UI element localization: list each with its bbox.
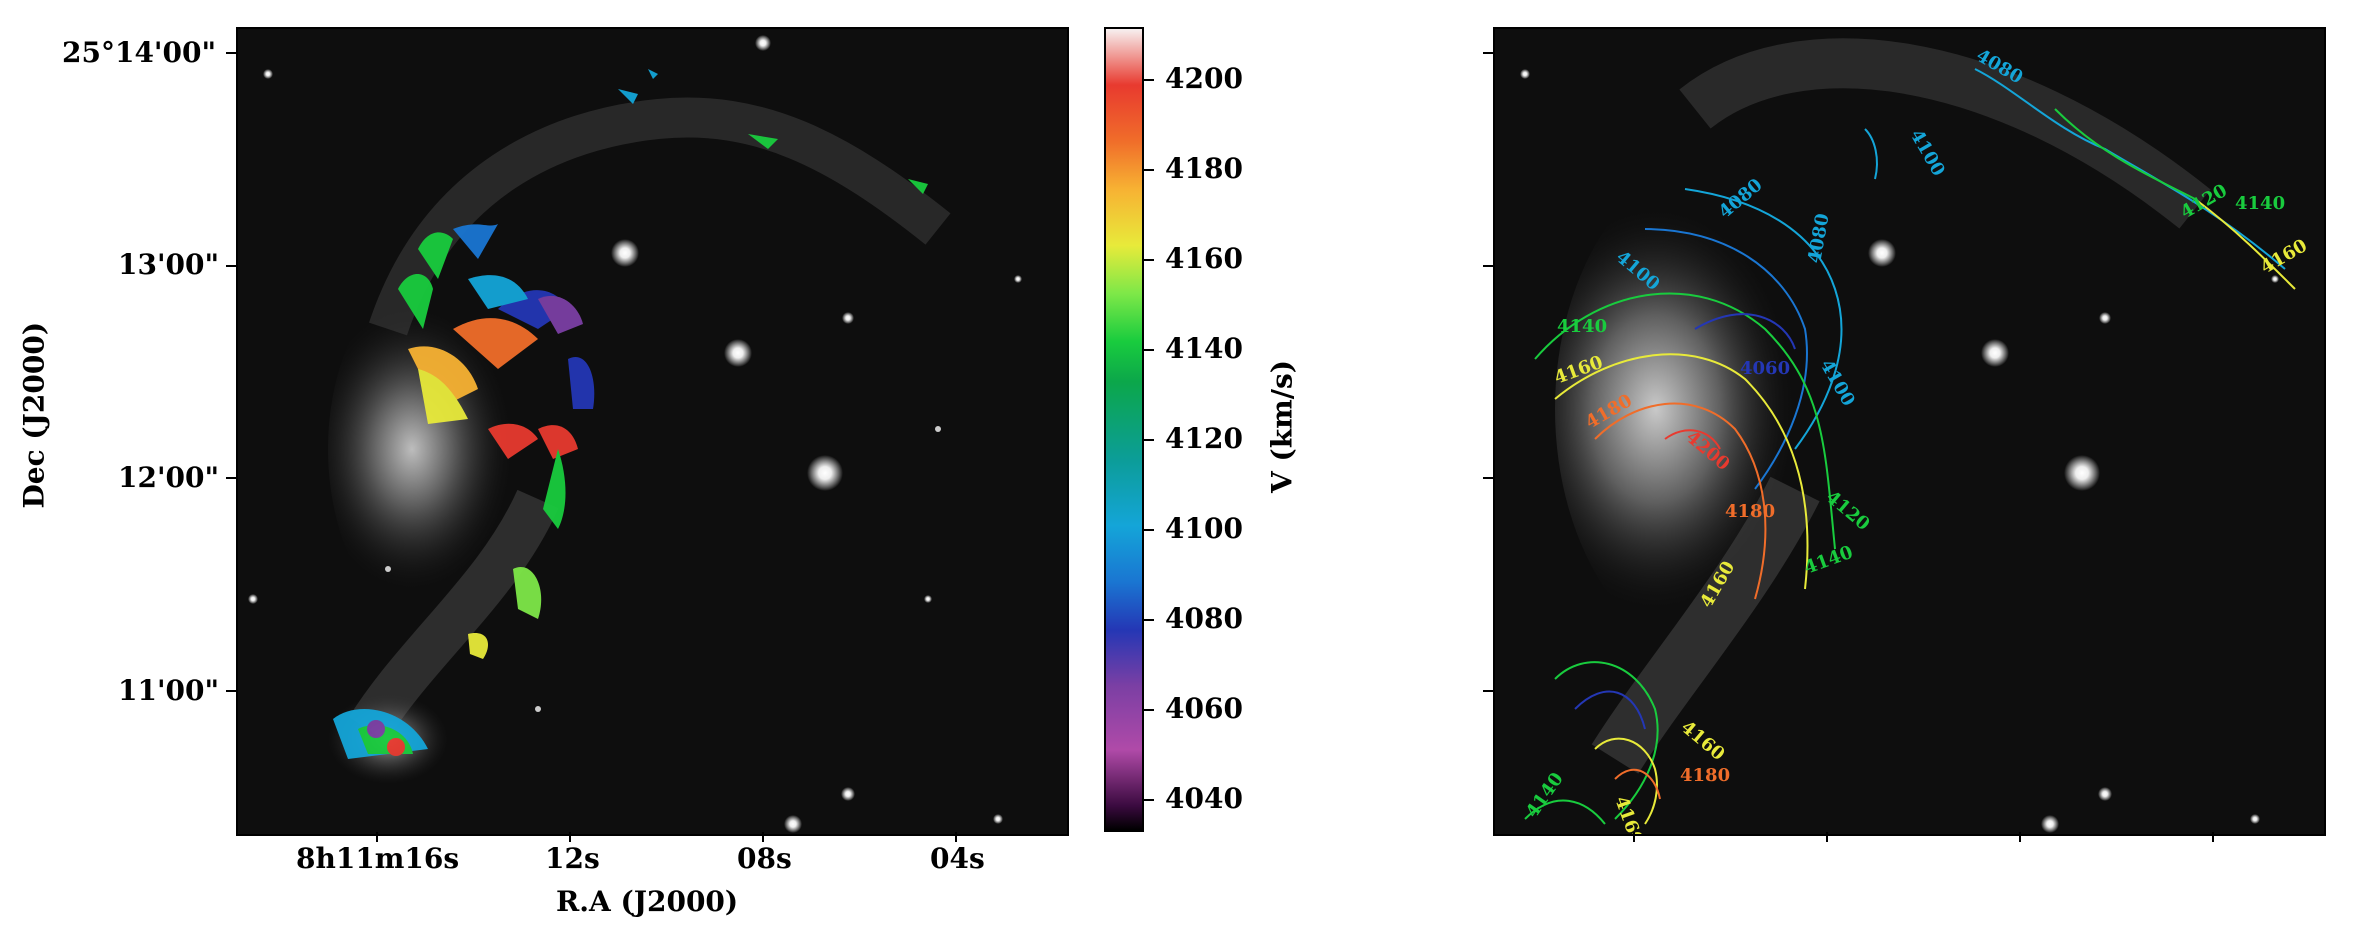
- ra-tick: [762, 832, 764, 842]
- contour-map-image: 4080 4100 4080 4080 4120 4140 4160 4100 …: [1495, 29, 2324, 834]
- colorbar-tick-label: 4180: [1165, 152, 1243, 185]
- dec-tick-label: 13'00": [118, 248, 220, 281]
- colorbar-tick-label: 4160: [1165, 242, 1243, 275]
- dec-tick: [226, 477, 236, 479]
- velocity-map-image: [238, 29, 1067, 834]
- dec-tick: [1483, 690, 1493, 692]
- colorbar-tick: [1144, 439, 1154, 441]
- colorbar-tick-label: 4100: [1165, 512, 1243, 545]
- ra-tick-label: 8h11m16s: [296, 842, 460, 875]
- ra-tick: [376, 832, 378, 842]
- contour-label: 4060: [1740, 358, 1790, 379]
- colorbar-tick: [1144, 709, 1154, 711]
- dec-tick-label: 25°14'00": [62, 36, 217, 69]
- ra-tick-label: 08s: [737, 842, 792, 875]
- dec-tick: [226, 265, 236, 267]
- colorbar-tick: [1144, 79, 1154, 81]
- contour-map-panel: 4080 4100 4080 4080 4120 4140 4160 4100 …: [1493, 27, 2326, 836]
- dec-tick: [1483, 265, 1493, 267]
- ra-tick: [2019, 832, 2021, 842]
- x-axis-title: R.A (J2000): [556, 885, 739, 918]
- ra-tick: [1826, 832, 1828, 842]
- contour-label: 4180: [1680, 765, 1730, 786]
- colorbar-tick-label: 4120: [1165, 422, 1243, 455]
- colorbar-tick: [1144, 529, 1154, 531]
- ra-tick-label: 12s: [545, 842, 600, 875]
- dec-tick: [226, 690, 236, 692]
- contour-label: 4180: [1725, 501, 1775, 522]
- dec-tick: [1483, 477, 1493, 479]
- velocity-colorbar: [1104, 27, 1144, 832]
- colorbar-tick: [1144, 259, 1154, 261]
- colorbar-tick: [1144, 349, 1154, 351]
- y-axis-title: Dec (J2000): [17, 321, 51, 509]
- colorbar-title: V (km/s): [1265, 360, 1299, 493]
- dec-tick-label: 11'00": [118, 674, 220, 707]
- colorbar-tick: [1144, 619, 1154, 621]
- colorbar-tick: [1144, 169, 1154, 171]
- dec-tick: [226, 52, 236, 54]
- dec-tick: [1483, 52, 1493, 54]
- colorbar-tick-label: 4200: [1165, 62, 1243, 95]
- ra-tick: [955, 832, 957, 842]
- velocity-map-panel: [236, 27, 1069, 836]
- dec-tick-label: 12'00": [118, 461, 220, 494]
- colorbar-tick-label: 4060: [1165, 692, 1243, 725]
- colorbar-tick-label: 4080: [1165, 602, 1243, 635]
- colorbar-tick-label: 4140: [1165, 332, 1243, 365]
- ra-tick: [2212, 832, 2214, 842]
- ra-tick: [1633, 832, 1635, 842]
- colorbar-tick-label: 4040: [1165, 782, 1243, 815]
- colorbar-tick: [1144, 799, 1154, 801]
- contour-label: 4140: [2235, 193, 2285, 214]
- ra-tick: [569, 832, 571, 842]
- ra-tick-label: 04s: [930, 842, 985, 875]
- contour-label: 4140: [1557, 316, 1607, 337]
